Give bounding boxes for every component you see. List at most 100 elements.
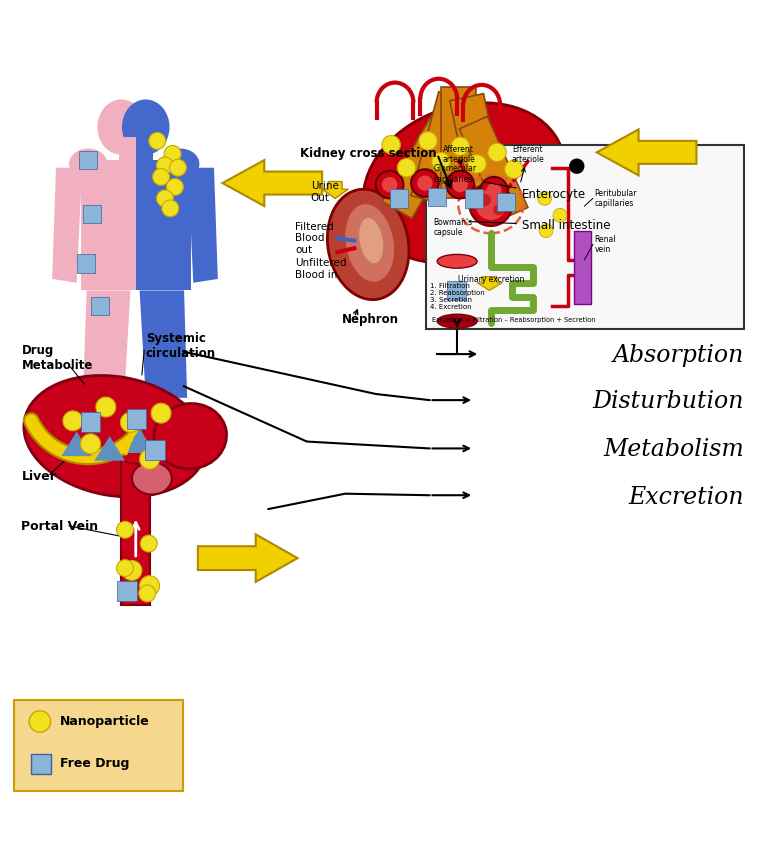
Circle shape (81, 434, 100, 454)
Circle shape (164, 146, 181, 162)
Polygon shape (83, 291, 130, 398)
Text: Urine
Out: Urine Out (311, 182, 338, 203)
Circle shape (96, 397, 116, 417)
Ellipse shape (161, 148, 199, 179)
Ellipse shape (24, 375, 206, 497)
Bar (31, 753, 51, 774)
Bar (459, 117, 528, 220)
Text: Filtered
Blood
out: Filtered Blood out (295, 222, 334, 255)
Text: Unfiltered
Blood in: Unfiltered Blood in (295, 258, 347, 279)
Circle shape (166, 178, 183, 195)
Circle shape (117, 521, 133, 538)
Text: Metabolism: Metabolism (603, 439, 744, 461)
Ellipse shape (359, 218, 384, 263)
Ellipse shape (437, 255, 477, 268)
Text: Urinary excretion: Urinary excretion (458, 275, 524, 285)
Ellipse shape (437, 315, 477, 328)
Circle shape (120, 412, 140, 432)
Bar (382, 115, 462, 219)
Bar (428, 188, 446, 206)
Circle shape (170, 159, 186, 177)
Text: Kidney cross section: Kidney cross section (300, 147, 436, 160)
Circle shape (451, 137, 469, 155)
Circle shape (382, 177, 397, 192)
Bar (497, 193, 515, 212)
Circle shape (479, 194, 491, 206)
Circle shape (468, 154, 486, 173)
Bar (14, 700, 183, 790)
Text: Excretion = Filtration – Reabsorption + Secretion: Excretion = Filtration – Reabsorption + … (432, 316, 595, 322)
Bar (449, 93, 506, 206)
Bar (81, 160, 136, 291)
Circle shape (63, 411, 83, 431)
Circle shape (488, 143, 506, 162)
Circle shape (156, 157, 173, 174)
Circle shape (480, 177, 508, 205)
Polygon shape (94, 436, 125, 461)
Polygon shape (61, 432, 92, 456)
Bar (117, 581, 137, 601)
Text: Peritubular
capillaries: Peritubular capillaries (594, 189, 637, 208)
Ellipse shape (328, 189, 409, 300)
Text: Bowman's
capsule: Bowman's capsule (433, 218, 472, 237)
Text: Portal Vein: Portal Vein (21, 520, 99, 533)
Circle shape (432, 153, 450, 171)
Text: Systemic
circulation: Systemic circulation (146, 332, 216, 360)
Circle shape (140, 535, 157, 552)
Polygon shape (477, 277, 502, 291)
Circle shape (156, 190, 173, 207)
Circle shape (493, 205, 504, 215)
Text: Excretion: Excretion (628, 486, 744, 509)
Polygon shape (597, 129, 696, 176)
Circle shape (162, 200, 179, 217)
Bar (77, 255, 95, 273)
Circle shape (476, 189, 506, 220)
Bar (119, 137, 136, 164)
Text: Disturbution: Disturbution (592, 390, 744, 413)
Circle shape (505, 160, 523, 178)
Bar (145, 440, 165, 460)
Bar (136, 137, 153, 164)
Bar (81, 412, 100, 432)
Polygon shape (222, 160, 322, 206)
Bar (574, 231, 591, 304)
Text: 1. Filtration
2. Reabsorption
3. Secretion
4. Excretion: 1. Filtration 2. Reabsorption 3. Secreti… (430, 283, 484, 309)
Circle shape (446, 171, 474, 199)
Circle shape (411, 169, 439, 197)
Ellipse shape (345, 204, 394, 282)
Bar (91, 297, 109, 315)
Bar (390, 189, 408, 207)
Ellipse shape (132, 462, 172, 494)
Ellipse shape (69, 148, 107, 179)
Circle shape (419, 132, 437, 150)
Circle shape (417, 176, 433, 191)
Circle shape (151, 403, 171, 423)
Ellipse shape (121, 446, 150, 464)
Ellipse shape (122, 99, 170, 154)
Text: Small intestine: Small intestine (469, 219, 610, 232)
Text: Absorption: Absorption (613, 345, 744, 367)
Circle shape (538, 191, 551, 206)
Bar (465, 189, 483, 207)
Bar (426, 145, 744, 329)
Polygon shape (140, 291, 187, 398)
Text: Nanoparticle: Nanoparticle (60, 715, 150, 728)
Text: Renal
vein: Renal vein (594, 235, 616, 255)
Bar (136, 160, 191, 291)
Ellipse shape (154, 404, 226, 469)
Bar (447, 281, 466, 300)
Bar (437, 261, 477, 321)
Circle shape (553, 208, 567, 222)
Ellipse shape (97, 99, 145, 154)
Text: Enterocyte: Enterocyte (485, 182, 586, 201)
Circle shape (397, 159, 416, 177)
Circle shape (569, 159, 584, 174)
Polygon shape (52, 168, 82, 283)
Text: Nephron: Nephron (342, 313, 399, 326)
Circle shape (140, 449, 160, 469)
Circle shape (29, 710, 51, 732)
Polygon shape (198, 535, 298, 582)
Text: Efferent
arteriole: Efferent arteriole (512, 145, 544, 165)
Text: Free Drug: Free Drug (60, 758, 129, 770)
Polygon shape (188, 168, 218, 283)
